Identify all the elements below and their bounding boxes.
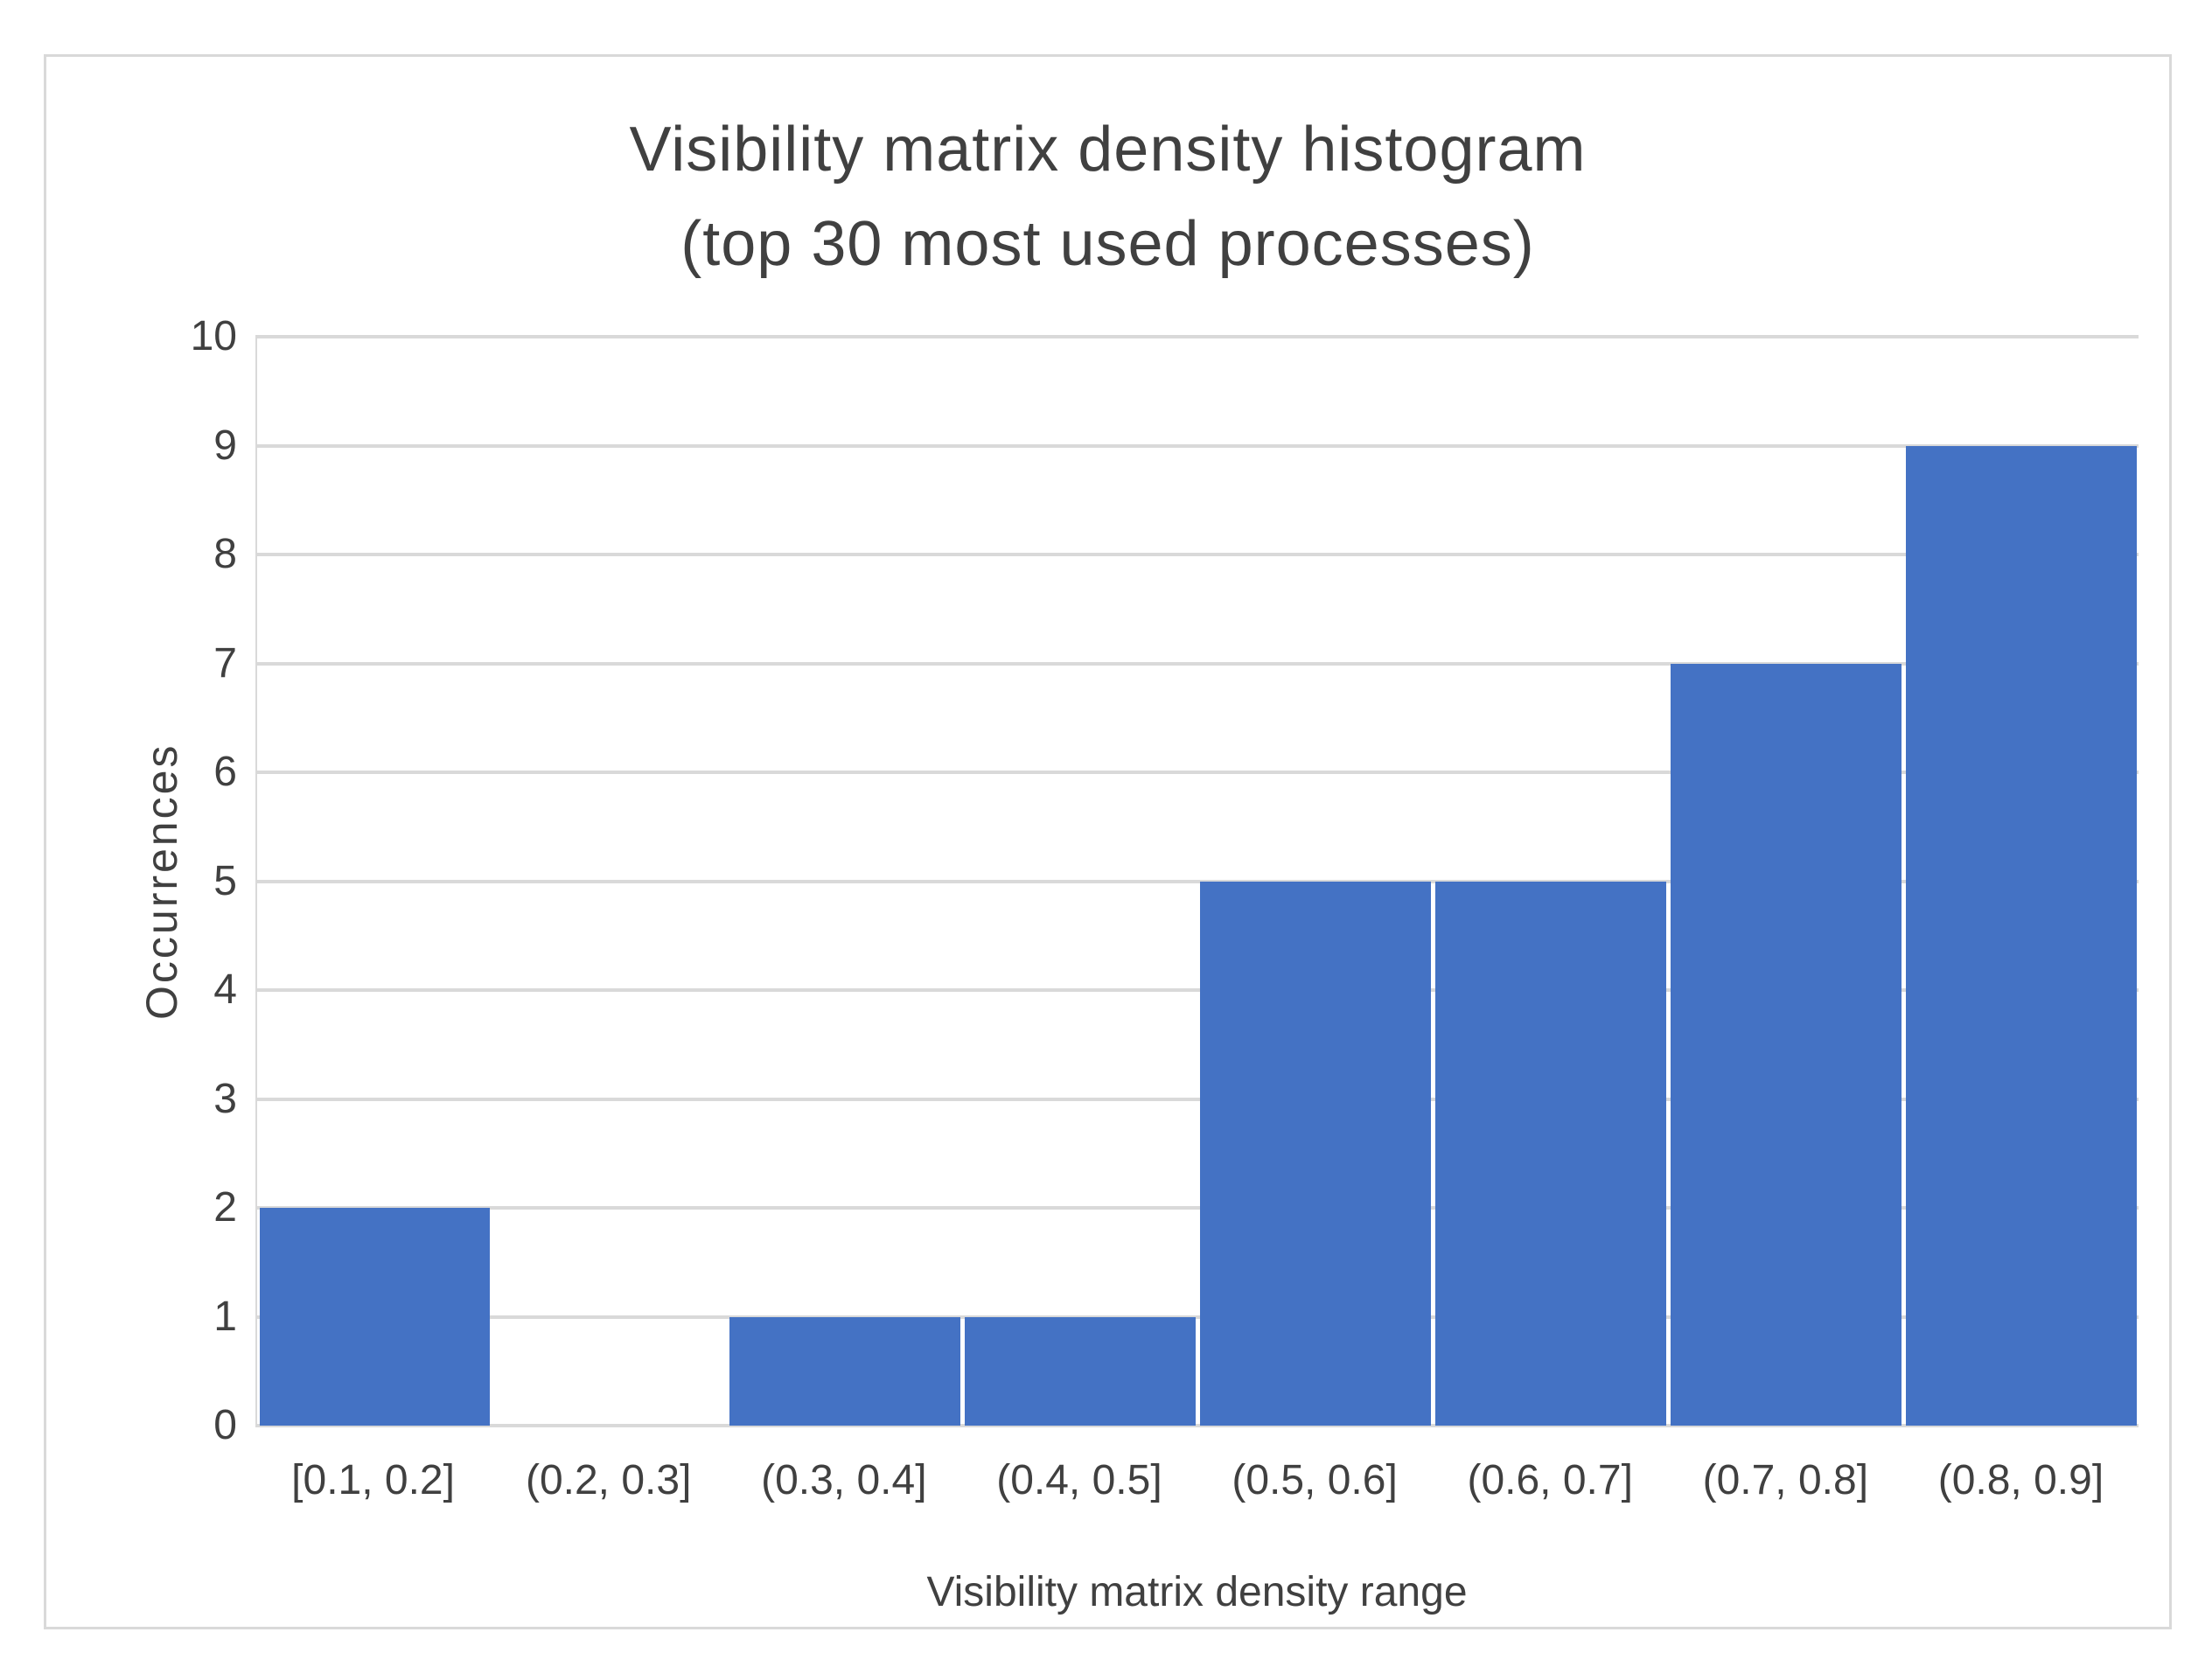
chart-title-block: Visibility matrix density histogram (top… xyxy=(46,102,2169,291)
y-tick-label: 10 xyxy=(190,313,237,359)
bar-slot xyxy=(1668,337,1903,1426)
y-tick-label: 2 xyxy=(213,1184,237,1231)
gridlines xyxy=(255,335,2139,1427)
x-tick-label: [0.1, 0.2] xyxy=(291,1457,455,1503)
y-tick-label: 7 xyxy=(213,639,237,687)
y-tick-label: 5 xyxy=(213,857,237,904)
bar-slot xyxy=(963,337,1198,1426)
bar-slot xyxy=(492,337,728,1426)
gridline xyxy=(255,1315,2139,1319)
gridline xyxy=(255,988,2139,992)
y-tick-label: 8 xyxy=(213,531,237,577)
y-tick-label: 4 xyxy=(213,966,237,1013)
bar xyxy=(259,1208,491,1426)
x-tick-label: (0.7, 0.8] xyxy=(1702,1457,1869,1503)
y-tick-label: 3 xyxy=(213,1075,237,1122)
bar xyxy=(1670,663,1901,1426)
bar-slot xyxy=(728,337,963,1426)
bar xyxy=(1200,881,1431,1426)
x-tick-label: (0.2, 0.3] xyxy=(525,1457,692,1503)
gridline xyxy=(255,771,2139,774)
chart-frame: Visibility matrix density histogram (top… xyxy=(44,54,2172,1629)
x-axis-title: Visibility matrix density range xyxy=(926,1569,1468,1615)
gridline xyxy=(255,661,2139,666)
y-tick-label: 0 xyxy=(213,1402,237,1448)
gridline xyxy=(255,1097,2139,1101)
bar xyxy=(965,1316,1196,1426)
x-tick-label: (0.6, 0.7] xyxy=(1467,1457,1633,1503)
gridline xyxy=(255,553,2139,556)
gridline xyxy=(255,879,2139,883)
y-tick-label: 6 xyxy=(213,749,237,795)
gridline xyxy=(255,1424,2139,1427)
bar xyxy=(1905,445,2137,1426)
x-tick-label: (0.5, 0.6] xyxy=(1232,1457,1398,1503)
bar xyxy=(729,1316,961,1426)
bar xyxy=(1434,881,1666,1426)
bars xyxy=(257,337,2139,1426)
chart-subtitle: (top 30 most used processes) xyxy=(680,209,1535,279)
bar-slot xyxy=(257,337,492,1426)
y-tick-label: 1 xyxy=(213,1293,237,1340)
chart-title: Visibility matrix density histogram xyxy=(629,115,1587,185)
gridline xyxy=(255,335,2139,338)
x-tick-label: (0.4, 0.5] xyxy=(996,1457,1162,1503)
gridline xyxy=(255,1206,2139,1210)
gridline xyxy=(255,443,2139,448)
y-tick-label: 9 xyxy=(213,422,237,469)
bar-slot xyxy=(1198,337,1434,1426)
x-tick-label: (0.8, 0.9] xyxy=(1937,1457,2104,1503)
bar-slot xyxy=(1433,337,1668,1426)
x-tick-label: (0.3, 0.4] xyxy=(761,1457,927,1503)
bar-slot xyxy=(1903,337,2139,1426)
plot-area xyxy=(255,335,2139,1427)
